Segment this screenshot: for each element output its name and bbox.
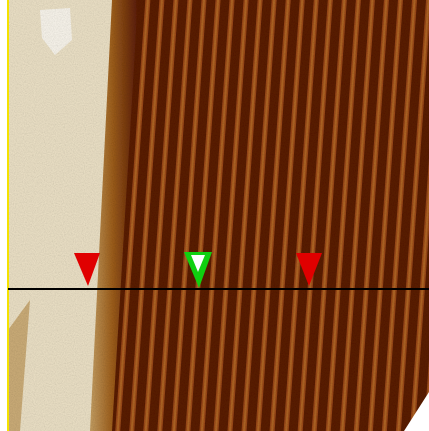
scan-area [8,0,429,431]
afm-image [0,0,429,431]
page [0,0,429,431]
